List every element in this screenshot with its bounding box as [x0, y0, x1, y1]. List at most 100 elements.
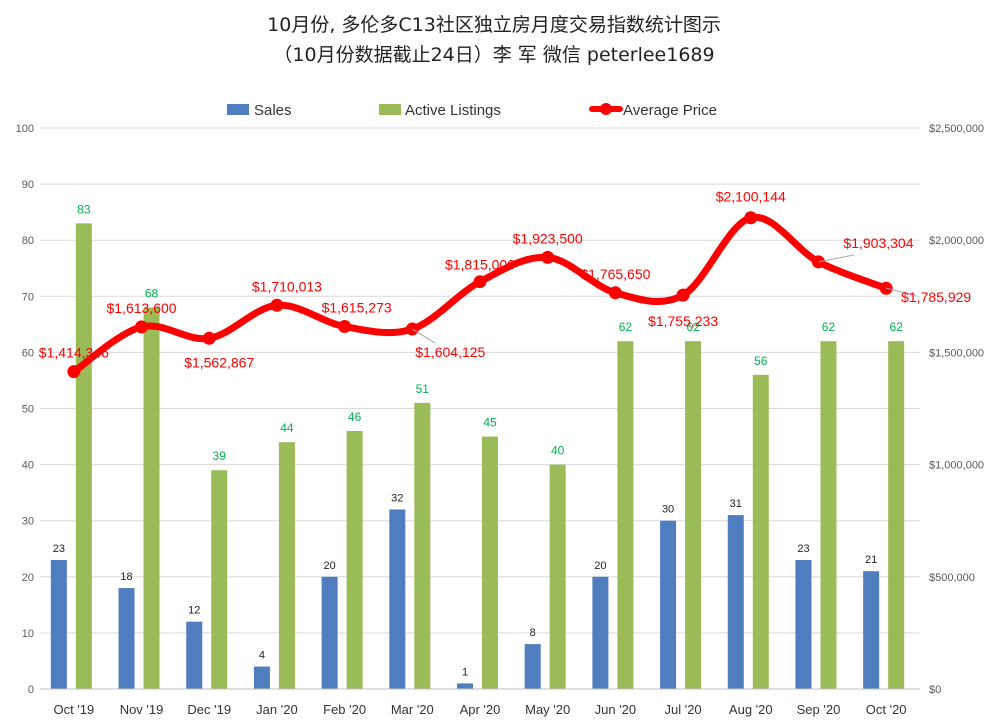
x-tick-label: Jul '20	[664, 702, 701, 717]
x-tick-label: Nov '19	[120, 702, 164, 717]
listings-bar	[617, 341, 634, 689]
y-tick-label: 60	[22, 347, 34, 359]
sales-bar	[863, 571, 880, 689]
listings-data-label: 45	[483, 416, 497, 430]
sales-data-label: 8	[530, 627, 536, 639]
y-tick-label: 0	[28, 684, 34, 696]
sales-bar	[524, 644, 541, 689]
sales-data-label: 18	[120, 571, 132, 583]
y2-tick-label: $2,500,000	[929, 123, 984, 135]
price-data-label: $1,765,650	[580, 266, 650, 282]
sales-bar	[50, 559, 67, 689]
sales-bar	[660, 520, 677, 689]
y2-tick-label: $500,000	[929, 572, 975, 584]
x-tick-label: Jun '20	[595, 702, 637, 717]
y-tick-label: 90	[22, 179, 34, 191]
listings-data-label: 68	[145, 287, 159, 301]
price-leader-line	[886, 287, 917, 296]
sales-data-label: 23	[53, 543, 65, 555]
price-data-label: $1,903,304	[843, 235, 913, 251]
listings-data-label: 56	[754, 354, 768, 368]
listings-data-label: 62	[822, 320, 836, 334]
listings-bar	[685, 341, 702, 689]
y-tick-label: 80	[22, 235, 34, 247]
price-data-label: $1,710,013	[252, 278, 322, 294]
listings-data-label: 46	[348, 410, 362, 424]
y-tick-label: 10	[22, 628, 34, 640]
sales-bar	[727, 515, 744, 689]
x-tick-label: Apr '20	[460, 702, 501, 717]
x-tick-label: May '20	[525, 702, 570, 717]
sales-data-label: 4	[259, 650, 265, 662]
x-tick-label: Mar '20	[391, 702, 434, 717]
price-leader-line	[818, 254, 855, 263]
price-data-label: $1,562,867	[184, 354, 254, 370]
sales-data-label: 20	[323, 560, 335, 572]
y2-tick-label: $1,500,000	[929, 347, 984, 359]
sales-bar	[389, 509, 406, 689]
legend-swatch-listings	[379, 104, 401, 115]
listings-data-label: 83	[77, 202, 91, 216]
sales-bar	[457, 683, 473, 689]
sales-bar	[118, 588, 135, 689]
legend: Sales Active Listings Average Price	[227, 102, 717, 119]
price-point	[541, 250, 555, 264]
sales-bar	[592, 576, 609, 689]
listings-bar	[143, 307, 160, 689]
price-data-label: $1,615,273	[322, 300, 392, 316]
price-point	[676, 288, 690, 302]
price-point	[338, 320, 352, 334]
x-tick-label: Sep '20	[797, 702, 841, 717]
listings-data-label: 62	[686, 320, 700, 334]
y-tick-label: 30	[22, 516, 34, 528]
price-data-label: $1,815,000	[445, 257, 515, 273]
sales-data-label: 1	[462, 666, 468, 678]
price-point	[744, 211, 758, 225]
x-tick-label: Oct '20	[866, 702, 907, 717]
chart-subtitle: （10月份数据截止24日）李 军 微信 peterlee1689	[273, 44, 715, 66]
listings-bar	[820, 341, 837, 689]
price-point	[135, 320, 149, 334]
listings-bar	[482, 436, 498, 689]
listings-bar	[752, 374, 769, 689]
listings-data-label: 51	[416, 382, 430, 396]
price-data-label: $1,785,929	[901, 289, 971, 305]
legend-label-listings: Active Listings	[405, 102, 501, 119]
legend-marker-price	[600, 103, 612, 115]
sales-data-label: 30	[662, 504, 674, 516]
chart-title: 10月份, 多伦多C13社区独立房月度交易指数统计图示	[267, 14, 721, 36]
sales-bar	[253, 666, 270, 689]
price-data-label: $1,923,500	[513, 230, 583, 246]
price-point	[608, 286, 622, 300]
x-tick-label: Feb '20	[323, 702, 366, 717]
legend-label-sales: Sales	[254, 102, 292, 119]
listings-data-label: 40	[551, 444, 565, 458]
sales-data-label: 21	[865, 554, 877, 566]
sales-bar	[186, 621, 203, 689]
price-point	[473, 275, 487, 289]
x-tick-label: Aug '20	[729, 702, 773, 717]
y-tick-label: 40	[22, 460, 34, 472]
sales-data-label: 31	[730, 498, 742, 510]
listings-data-label: 39	[213, 449, 227, 463]
price-data-label: $1,613,600	[106, 300, 176, 316]
x-tick-label: Dec '19	[187, 702, 231, 717]
sales-data-label: 32	[391, 492, 403, 504]
listings-bar	[346, 430, 363, 689]
legend-label-price: Average Price	[623, 102, 717, 119]
y2-tick-label: $1,000,000	[929, 460, 984, 472]
price-point	[270, 298, 284, 312]
listings-data-label: 44	[280, 421, 294, 435]
price-data-label: $1,604,125	[415, 344, 485, 360]
price-point	[202, 331, 216, 345]
y2-tick-label: $2,000,000	[929, 235, 984, 247]
listings-bar	[278, 442, 295, 689]
sales-bar	[321, 576, 338, 689]
y-tick-label: 20	[22, 572, 34, 584]
y-tick-label: 70	[22, 291, 34, 303]
price-leader-line	[412, 328, 436, 344]
sales-data-label: 20	[594, 560, 606, 572]
listings-bar	[549, 464, 566, 689]
